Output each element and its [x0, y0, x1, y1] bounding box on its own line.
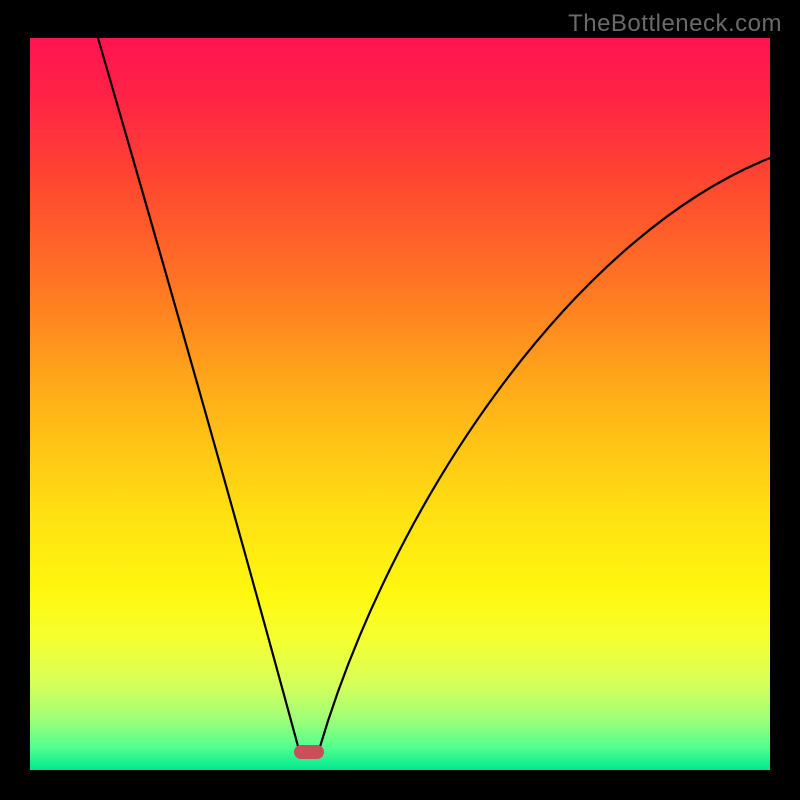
plot-area — [30, 38, 770, 770]
watermark-text: TheBottleneck.com — [568, 10, 782, 38]
gradient-background — [30, 38, 770, 770]
optimal-marker — [294, 745, 324, 759]
bottleneck-chart — [0, 0, 800, 800]
